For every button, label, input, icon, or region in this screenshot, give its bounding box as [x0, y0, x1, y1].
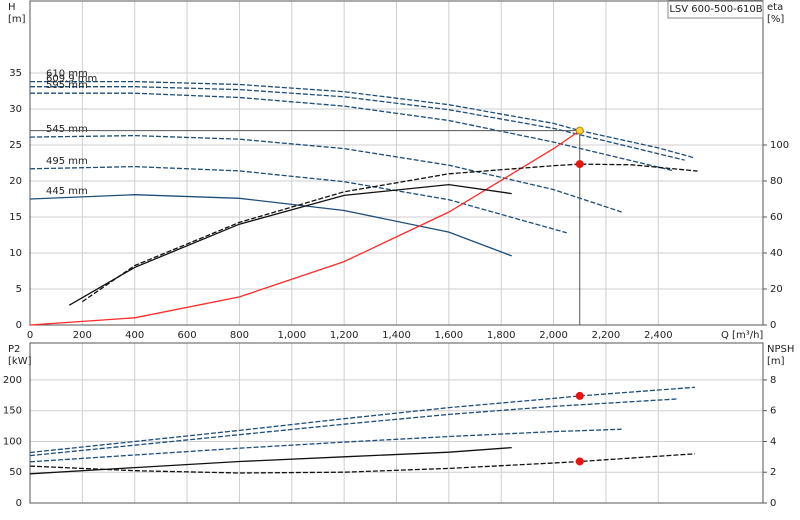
curve	[30, 86, 685, 161]
curve	[29, 165, 567, 234]
curve	[29, 194, 512, 257]
curve	[29, 398, 677, 457]
x-axis-label: Q [m³/h]	[721, 330, 763, 341]
chart-title: LSV 600-500-610B	[669, 4, 762, 15]
y-tick-label: 15	[9, 212, 22, 223]
title-box	[667, 0, 764, 19]
y2-axis-label: NPSH	[767, 344, 794, 355]
y-tick-label: 100	[3, 436, 22, 447]
y-axis-label: H	[8, 2, 16, 13]
y-axis-label: [kW]	[8, 356, 32, 367]
curve-label: 595 mm	[46, 80, 88, 91]
y2-tick-label: 2	[770, 467, 776, 478]
y2-axis-label: eta	[767, 2, 783, 13]
y-tick-label: 20	[9, 176, 22, 187]
chart: 0 50 100 150 200 0 2 4 6 8 P2[kW] NPSH[m]	[3, 342, 794, 509]
y-tick-label: 35	[9, 68, 22, 79]
y2-tick-label: 40	[770, 248, 783, 259]
x-tick-label: 1,000	[277, 330, 306, 341]
y-tick-label: 200	[3, 375, 22, 386]
y-axis-label: P2	[8, 344, 20, 355]
curve-label: 445 mm	[46, 186, 88, 197]
y-axis-label: [m]	[8, 14, 26, 25]
y2-axis-label: [m]	[767, 356, 785, 367]
y2-tick-label: 0	[770, 498, 776, 509]
y-tick-label: 50	[9, 467, 22, 478]
x-tick-label: 2,000	[539, 330, 568, 341]
curve	[29, 386, 695, 454]
curve	[29, 134, 622, 213]
x-tick-label: 600	[178, 330, 197, 341]
y2-tick-label: 100	[770, 140, 789, 151]
y-tick-label: 30	[9, 104, 22, 115]
y2-axis-label: [%]	[767, 14, 784, 25]
y2-tick-label: 20	[770, 284, 783, 295]
curve-label: 609.9 mm	[46, 74, 97, 85]
x-tick-label: 800	[230, 330, 249, 341]
x-tick-label: 1,200	[330, 330, 359, 341]
curve	[29, 453, 695, 474]
operating-point	[575, 126, 584, 135]
y-tick-label: 150	[3, 406, 22, 417]
operating-point	[575, 457, 584, 466]
y-tick-label: 0	[16, 498, 22, 509]
y-tick-label: 25	[9, 140, 22, 151]
y2-tick-label: 0	[770, 320, 776, 331]
x-tick-label: 1,600	[435, 330, 464, 341]
curve	[29, 130, 581, 326]
curve	[29, 446, 512, 475]
x-tick-label: 2,200	[592, 330, 621, 341]
operating-point	[575, 391, 584, 400]
curve	[68, 183, 512, 306]
y-tick-label: 0	[16, 320, 22, 331]
y2-tick-label: 6	[770, 406, 776, 417]
y2-tick-label: 4	[770, 436, 776, 447]
x-tick-label: 1,800	[487, 330, 516, 341]
plot-frame	[29, 342, 764, 504]
chart: 0 200 400 600 800 1,000 1,200 1,400 1,600 1,800 2,…	[8, 0, 789, 341]
plot-frame	[29, 0, 764, 326]
y2-tick-label: 60	[770, 212, 783, 223]
operating-point	[575, 160, 584, 169]
x-tick-label: 0	[27, 330, 33, 341]
curve	[82, 163, 698, 303]
x-tick-label: 2,400	[644, 330, 673, 341]
curve-label: 495 mm	[46, 156, 88, 167]
curve-label: 545 mm	[46, 124, 88, 135]
y-tick-label: 10	[9, 248, 22, 259]
x-tick-label: 400	[125, 330, 144, 341]
curve	[29, 428, 622, 463]
y2-tick-label: 8	[770, 375, 776, 386]
y2-tick-label: 80	[770, 176, 783, 187]
x-tick-label: 200	[73, 330, 92, 341]
x-tick-label: 1,400	[382, 330, 411, 341]
y-tick-label: 5	[16, 284, 22, 295]
curve-label: 610 mm	[46, 69, 88, 80]
curve	[30, 92, 675, 172]
